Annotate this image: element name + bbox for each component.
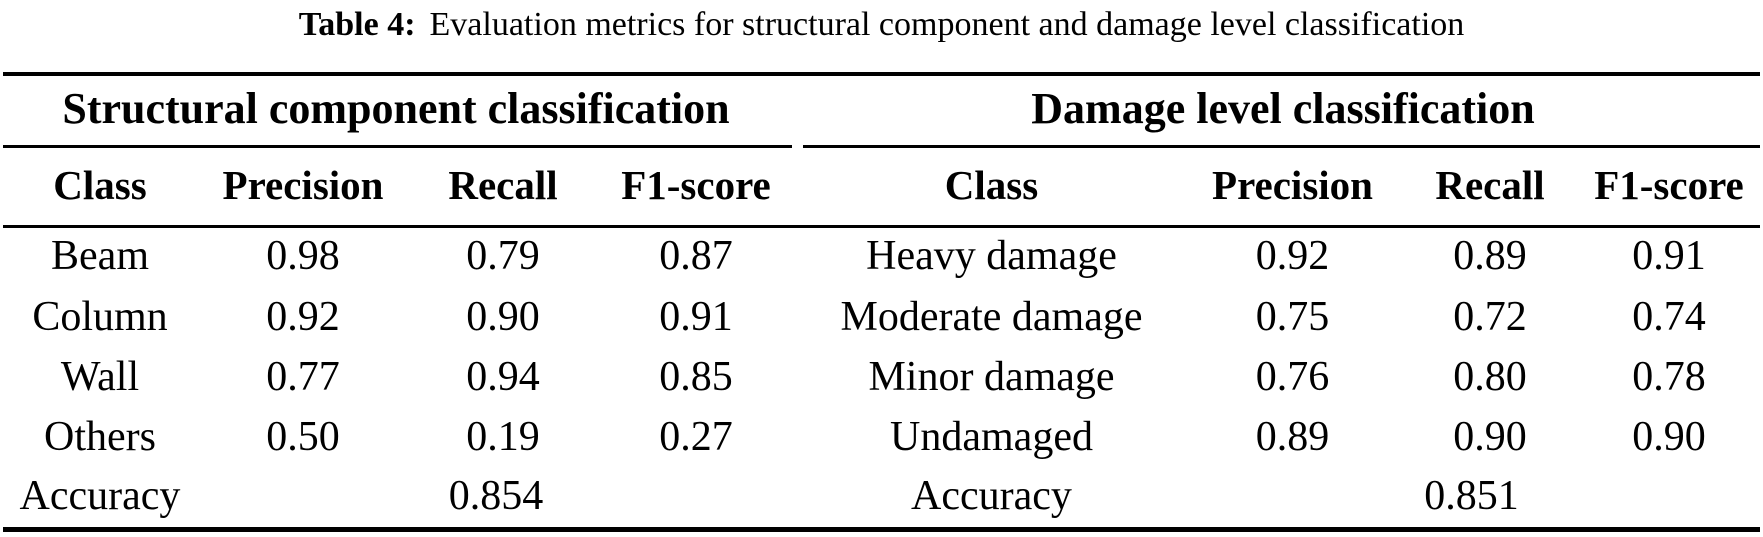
top-rule xyxy=(3,72,1760,76)
cell-precision: 0.92 xyxy=(266,294,340,340)
cell-precision: 0.76 xyxy=(1255,354,1330,400)
cell-f1: 0.90 xyxy=(1632,414,1706,460)
cell-precision: 0.89 xyxy=(1255,414,1330,460)
cell-recall: 0.72 xyxy=(1453,294,1527,340)
section-header: Damage level classification xyxy=(1031,83,1535,133)
cell-precision: 0.75 xyxy=(1255,294,1330,340)
cell-recall: 0.90 xyxy=(1453,414,1527,460)
cell-recall: 0.90 xyxy=(466,294,540,340)
cell-f1: 0.87 xyxy=(659,233,733,279)
cell-recall: 0.19 xyxy=(466,414,540,460)
column-header-recall: Recall xyxy=(1435,161,1545,208)
column-header-precision: Precision xyxy=(1212,161,1373,208)
section-header: Structural component classification xyxy=(62,83,730,133)
column-header-class: Class xyxy=(53,161,147,208)
accuracy-value: 0.851 xyxy=(1424,473,1519,519)
cell-precision: 0.77 xyxy=(266,354,340,400)
accuracy-label: Accuracy xyxy=(19,473,181,519)
cell-class: Others xyxy=(44,414,156,460)
cell-recall: 0.89 xyxy=(1453,233,1527,279)
right-section-midrule xyxy=(803,145,1760,148)
bottom-rule xyxy=(3,527,1760,532)
cell-f1: 0.91 xyxy=(1632,233,1706,279)
cell-class: Heavy damage xyxy=(866,233,1117,279)
cell-recall: 0.80 xyxy=(1453,354,1527,400)
cell-precision: 0.98 xyxy=(266,233,340,279)
cell-class: Wall xyxy=(60,354,140,400)
cell-f1: 0.74 xyxy=(1632,294,1706,340)
section-damage-level: Damage level classification Class Precis… xyxy=(803,72,1763,525)
column-header-recall: Recall xyxy=(448,161,558,208)
section-structural-component: Structural component classification Clas… xyxy=(0,72,792,525)
accuracy-value: 0.854 xyxy=(448,473,544,519)
cell-recall: 0.79 xyxy=(466,233,540,279)
cell-class: Beam xyxy=(51,233,149,279)
cell-recall: 0.94 xyxy=(466,354,540,400)
column-header-f1: F1-score xyxy=(621,161,771,208)
cell-f1: 0.91 xyxy=(659,294,733,340)
cell-class: Undamaged xyxy=(890,414,1093,460)
header-rule xyxy=(3,225,1760,228)
column-header-f1: F1-score xyxy=(1594,161,1744,208)
cell-class: Moderate damage xyxy=(840,294,1143,340)
cell-f1: 0.78 xyxy=(1632,354,1706,400)
cell-class: Minor damage xyxy=(868,354,1115,400)
left-section-midrule xyxy=(3,145,792,148)
column-header-precision: Precision xyxy=(222,161,384,208)
table-caption: Table 4: Evaluation metrics for structura… xyxy=(0,2,1763,48)
table-caption-text: Evaluation metrics for structural compon… xyxy=(429,6,1465,43)
table-caption-number: Table 4: xyxy=(298,6,416,43)
cell-class: Column xyxy=(32,294,168,340)
cell-precision: 0.50 xyxy=(266,414,340,460)
column-header-class: Class xyxy=(944,161,1039,208)
cell-precision: 0.92 xyxy=(1255,233,1330,279)
cell-f1: 0.27 xyxy=(659,414,733,460)
accuracy-label: Accuracy xyxy=(911,473,1072,519)
cell-f1: 0.85 xyxy=(659,354,733,400)
